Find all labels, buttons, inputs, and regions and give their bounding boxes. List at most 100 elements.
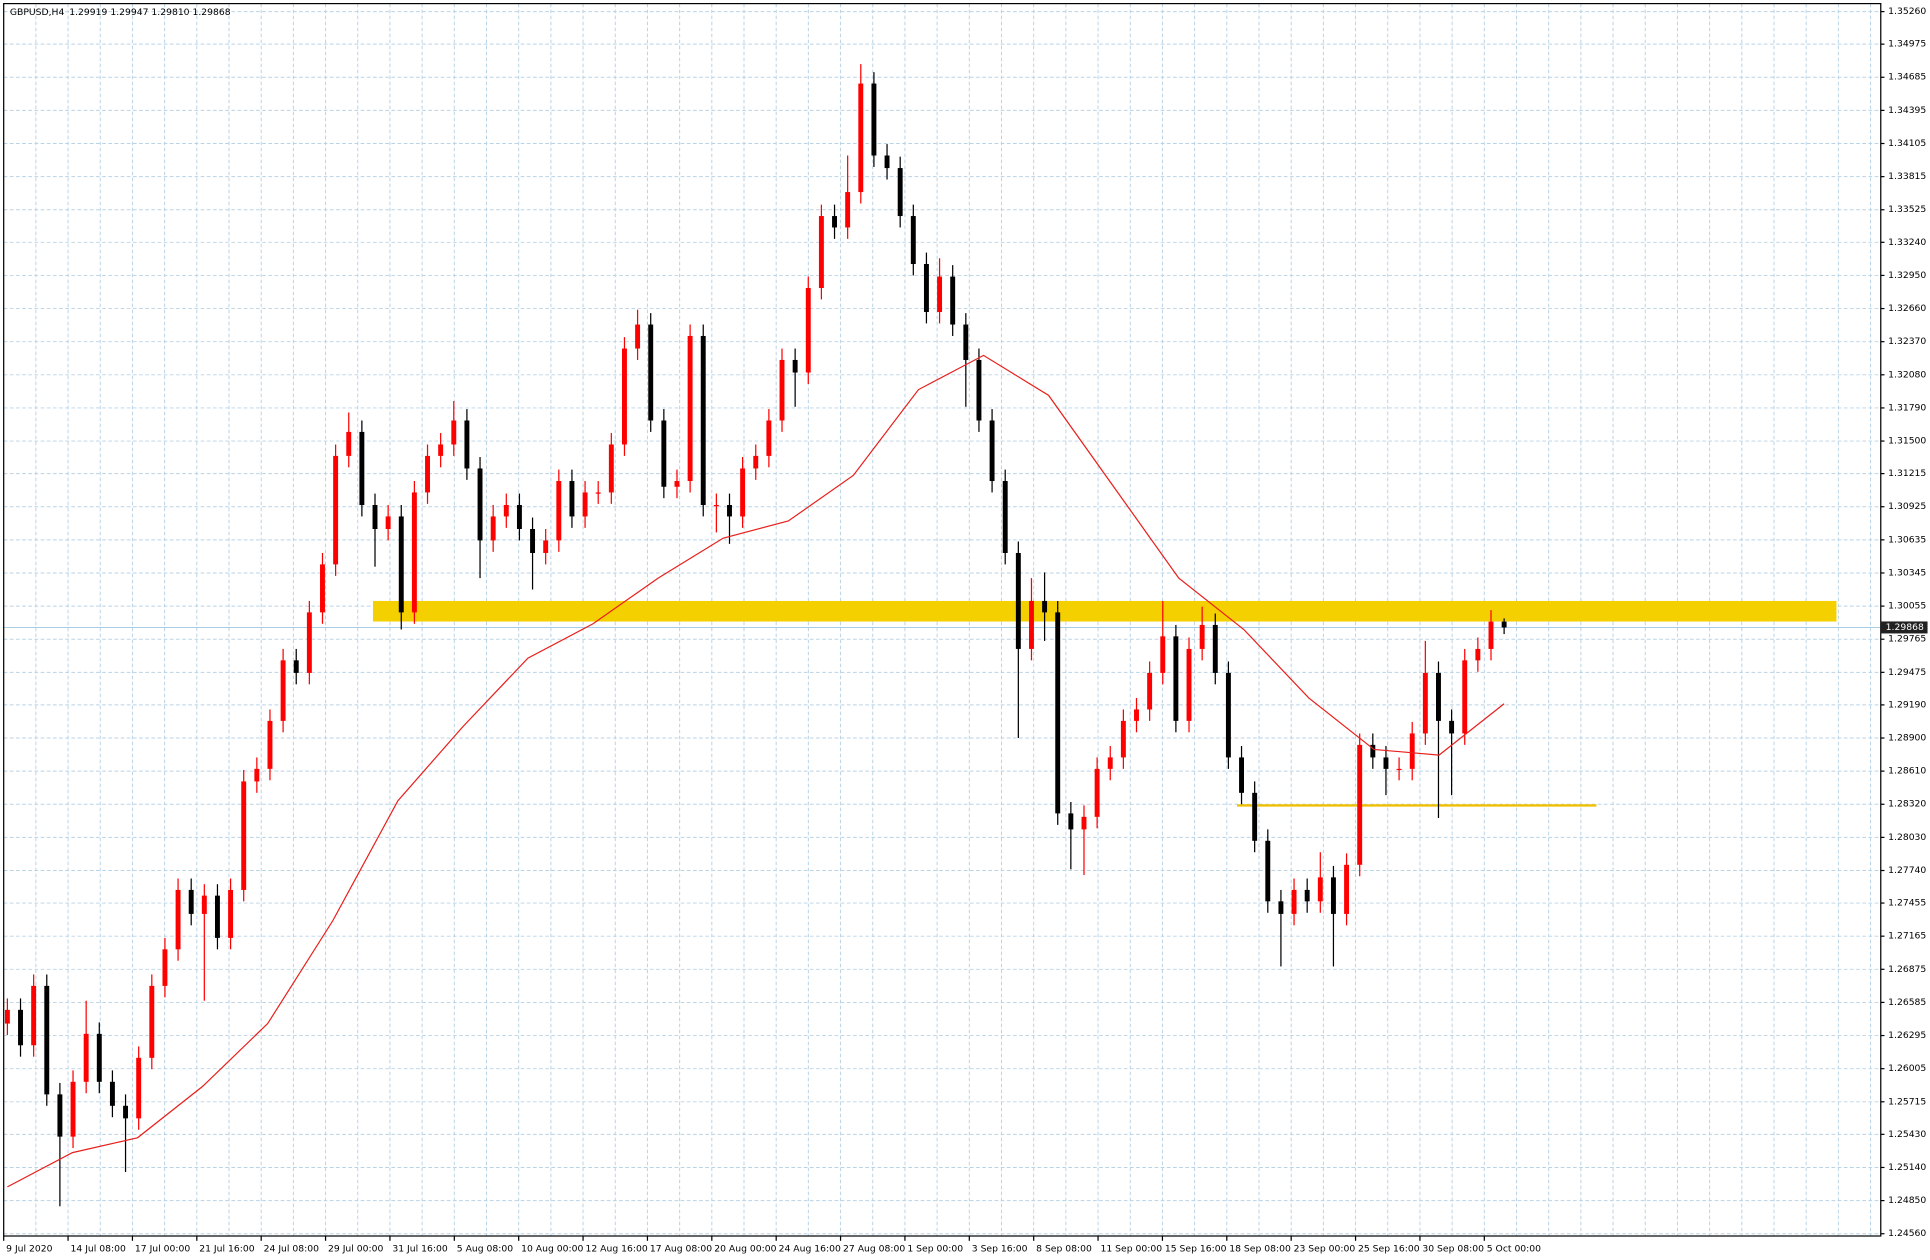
candle-body bbox=[740, 468, 746, 517]
y-tick-label: 1.26005 bbox=[1888, 1064, 1926, 1074]
y-tick-label: 1.26295 bbox=[1888, 1031, 1926, 1041]
candle-body bbox=[713, 505, 719, 507]
x-tick-label: 11 Sep 00:00 bbox=[1101, 1245, 1163, 1255]
y-tick-label: 1.24560 bbox=[1888, 1229, 1926, 1239]
y-tick-label: 1.33525 bbox=[1888, 205, 1926, 215]
x-tick-label: 24 Jul 08:00 bbox=[264, 1245, 320, 1255]
candle-body bbox=[871, 83, 877, 156]
candle-body bbox=[320, 564, 325, 613]
y-tick-label: 1.32080 bbox=[1888, 370, 1926, 380]
y-tick-label: 1.30925 bbox=[1888, 502, 1926, 512]
candle-body bbox=[1370, 744, 1376, 758]
candle-body bbox=[1409, 733, 1415, 769]
y-tick-label: 1.34395 bbox=[1888, 106, 1926, 116]
candle-body bbox=[398, 516, 404, 613]
y-tick-label: 1.35260 bbox=[1888, 7, 1926, 17]
candle-body bbox=[201, 895, 207, 914]
candle-body bbox=[1015, 552, 1021, 649]
x-tick-label: 10 Aug 00:00 bbox=[521, 1245, 583, 1255]
x-tick-label: 18 Sep 08:00 bbox=[1229, 1245, 1291, 1255]
x-tick-label: 27 Aug 08:00 bbox=[843, 1245, 905, 1255]
candle-body bbox=[1081, 816, 1087, 830]
candle-body bbox=[792, 359, 798, 373]
candle-body bbox=[1344, 864, 1350, 914]
candle-body bbox=[963, 324, 969, 360]
symbol: GBPUSD,H4 bbox=[10, 8, 65, 18]
candle-body bbox=[123, 1105, 129, 1119]
price-label: 1.29868 bbox=[1886, 623, 1924, 633]
candle-body bbox=[280, 660, 286, 721]
candle-body bbox=[188, 889, 194, 914]
candle-body bbox=[923, 264, 929, 312]
candle-body bbox=[333, 455, 339, 565]
candle-body bbox=[1186, 648, 1192, 721]
candle-body bbox=[57, 1094, 63, 1137]
y-tick-label: 1.33815 bbox=[1888, 172, 1926, 182]
candle-body bbox=[1160, 636, 1166, 673]
candle-body bbox=[543, 540, 549, 553]
y-tick-label: 1.28320 bbox=[1888, 800, 1926, 810]
candle-body bbox=[1107, 757, 1113, 769]
candle-body bbox=[1396, 768, 1402, 771]
candle-body bbox=[1488, 621, 1494, 649]
y-tick-label: 1.33240 bbox=[1888, 238, 1926, 248]
candle-body bbox=[976, 359, 982, 421]
candle-body bbox=[937, 276, 943, 312]
y-tick-label: 1.32370 bbox=[1888, 337, 1926, 347]
candle-body bbox=[1042, 600, 1048, 613]
candle-body bbox=[766, 420, 772, 456]
candle-body bbox=[477, 468, 483, 541]
candle-body bbox=[1029, 600, 1034, 649]
candle-body bbox=[1225, 672, 1231, 758]
candle-body bbox=[44, 985, 50, 1095]
candle-body bbox=[884, 155, 890, 169]
candle-body bbox=[556, 481, 562, 541]
x-tick-label: 12 Aug 16:00 bbox=[586, 1245, 648, 1255]
candle-body bbox=[1475, 648, 1481, 661]
x-tick-label: 1 Sep 00:00 bbox=[907, 1245, 963, 1255]
x-tick-label: 25 Sep 16:00 bbox=[1358, 1245, 1420, 1255]
x-tick-label: 17 Jul 00:00 bbox=[135, 1245, 191, 1255]
y-tick-label: 1.25715 bbox=[1888, 1097, 1926, 1107]
ohlc-values: 1.29919 1.29947 1.29810 1.29868 bbox=[69, 8, 231, 18]
candle-body bbox=[1173, 636, 1179, 721]
x-tick-label: 21 Jul 16:00 bbox=[199, 1245, 255, 1255]
candle-body bbox=[149, 985, 155, 1058]
candle-body bbox=[267, 720, 273, 769]
candle-body bbox=[1462, 660, 1468, 734]
y-tick-label: 1.30055 bbox=[1888, 602, 1926, 612]
candle-body bbox=[1120, 720, 1126, 758]
candle-body bbox=[818, 216, 824, 288]
candle-body bbox=[1252, 792, 1258, 841]
candle-body bbox=[897, 168, 903, 217]
candle-body bbox=[372, 505, 378, 529]
candle-body bbox=[674, 481, 680, 487]
y-tick-label: 1.28610 bbox=[1888, 767, 1926, 777]
candle-body bbox=[569, 481, 575, 517]
x-tick-label: 5 Oct 00:00 bbox=[1487, 1245, 1541, 1255]
y-tick-label: 1.27455 bbox=[1888, 899, 1926, 909]
candle-body bbox=[727, 505, 732, 517]
y-tick-label: 1.26585 bbox=[1888, 998, 1926, 1008]
candle-body bbox=[1068, 813, 1074, 830]
candle-body bbox=[858, 83, 864, 193]
candle-body bbox=[96, 1033, 102, 1082]
candle-body bbox=[31, 985, 37, 1046]
candle-body bbox=[490, 516, 496, 541]
candle-body bbox=[425, 455, 430, 493]
candle-body bbox=[1278, 901, 1284, 914]
candle-body bbox=[530, 528, 536, 553]
candle-body bbox=[832, 216, 837, 228]
x-tick-label: 15 Sep 16:00 bbox=[1165, 1245, 1227, 1255]
y-tick-label: 1.32950 bbox=[1888, 271, 1926, 281]
candle-body bbox=[162, 949, 168, 986]
y-tick-label: 1.31500 bbox=[1888, 437, 1926, 447]
candle-body bbox=[1436, 672, 1441, 721]
candle-body bbox=[805, 288, 811, 373]
candle-body bbox=[635, 324, 641, 349]
zones bbox=[3, 600, 1881, 807]
candle-body bbox=[503, 505, 509, 517]
candle-body bbox=[136, 1057, 142, 1119]
